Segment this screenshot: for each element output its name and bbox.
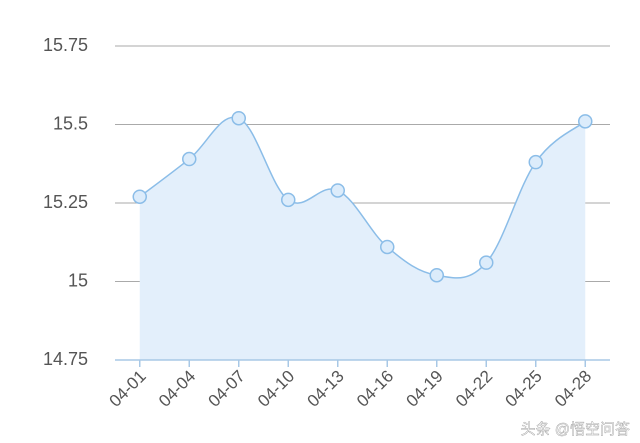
data-point xyxy=(182,151,197,167)
data-point xyxy=(281,192,296,208)
data-point xyxy=(231,110,246,126)
x-tick-label: 04-22 xyxy=(452,367,496,411)
data-point xyxy=(380,239,395,255)
data-point xyxy=(132,189,147,204)
x-tick-label: 04-28 xyxy=(551,367,595,411)
y-tick-label: 15.5 xyxy=(53,113,88,133)
x-tick-label: 04-07 xyxy=(205,367,249,411)
y-tick-label: 15.75 xyxy=(43,35,88,55)
x-tick-label: 04-25 xyxy=(502,367,546,411)
y-tick-label: 15.25 xyxy=(43,192,88,212)
data-point xyxy=(330,183,345,198)
watermark: 头条 @悟空问答 xyxy=(521,421,630,438)
line xyxy=(139,116,586,279)
x-tick-label: 04-10 xyxy=(254,367,298,411)
x-tick-label: 04-19 xyxy=(403,367,447,411)
x-tick-label: 04-01 xyxy=(106,367,150,411)
data-point xyxy=(479,255,494,270)
x-tick-label: 04-04 xyxy=(155,367,199,411)
data-point xyxy=(429,267,444,283)
x-tick-label: 04-16 xyxy=(353,367,397,411)
y-tick-label: 15 xyxy=(68,270,88,290)
data-point xyxy=(528,154,543,170)
data-point xyxy=(578,114,593,129)
area-fill xyxy=(139,117,586,360)
y-tick-label: 14.75 xyxy=(43,349,88,369)
x-tick-label: 04-13 xyxy=(304,367,348,411)
